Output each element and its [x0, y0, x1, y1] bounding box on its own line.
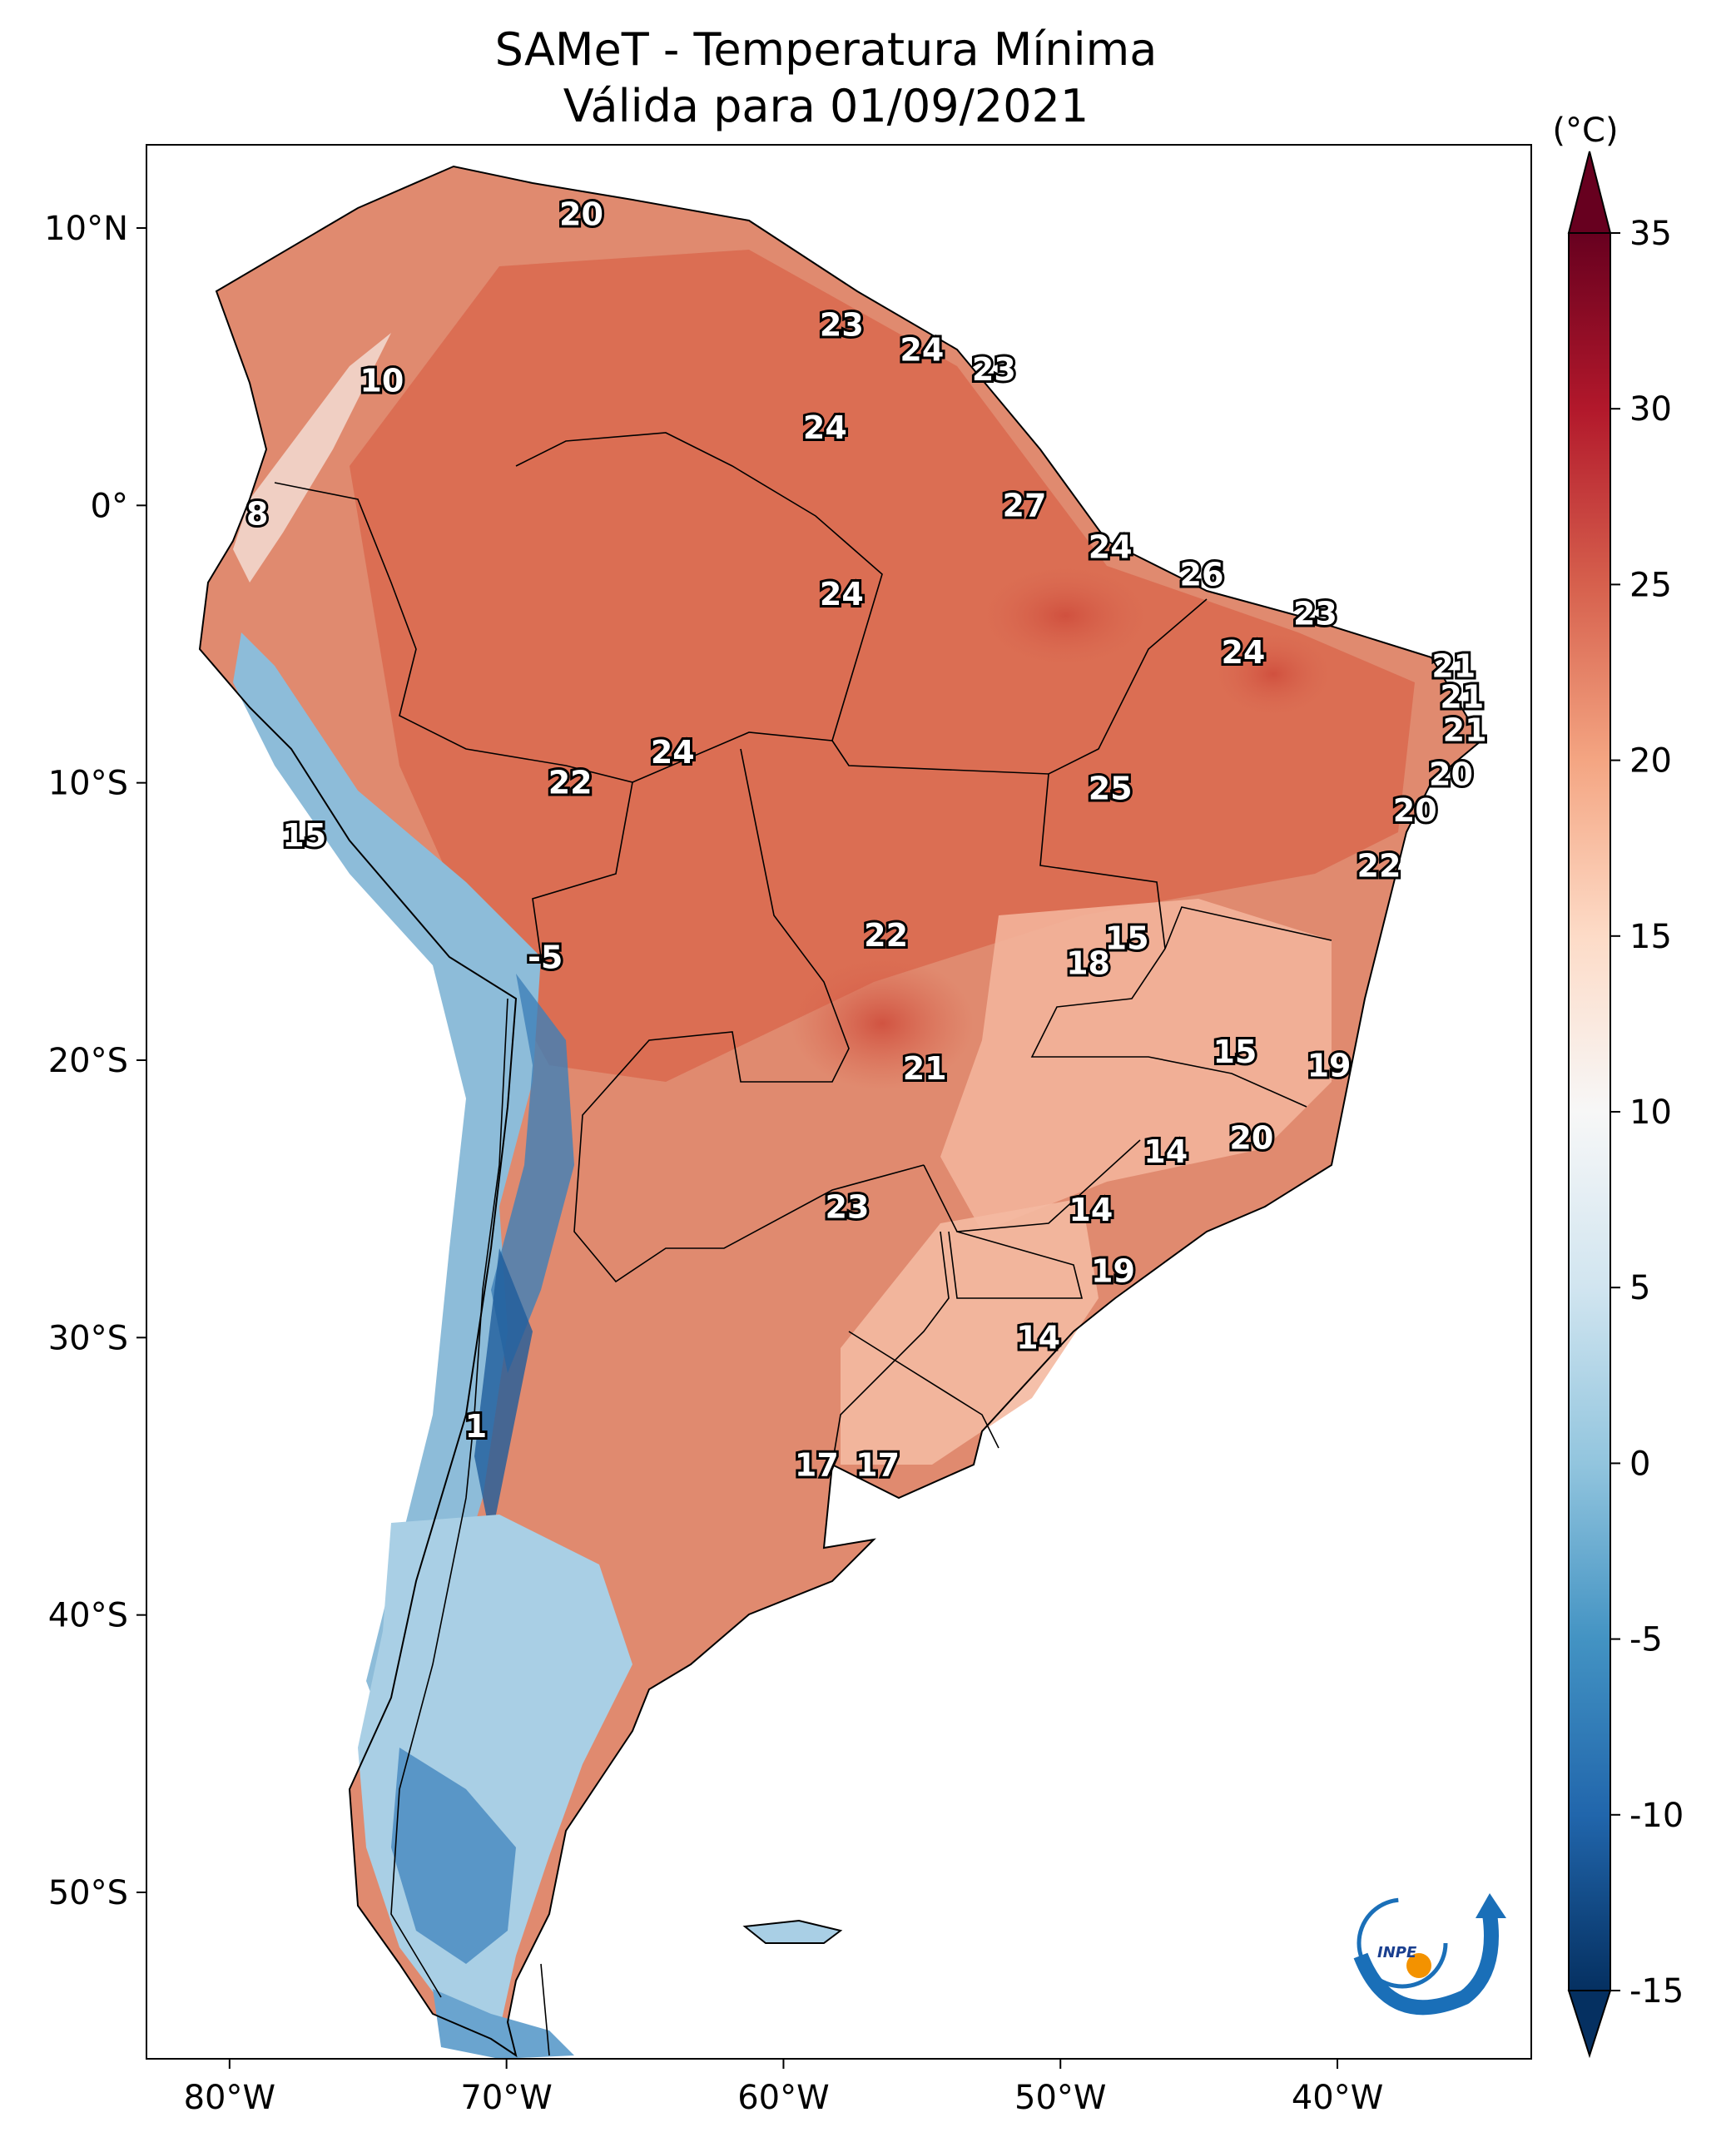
lon-tick-label: 80°W: [184, 2079, 275, 2117]
temperature-label: 15: [282, 817, 326, 854]
latitude-ticks: 10°N 0° 10°S 20°S 30°S 40°S 50°S: [44, 210, 146, 1912]
colorbar-ramp: [1568, 232, 1611, 1991]
temperature-label: 21: [1440, 678, 1484, 715]
temperature-label: 14: [1016, 1319, 1060, 1356]
map-title-line2: Válida para 01/09/2021: [563, 80, 1089, 132]
temperature-label: 22: [864, 917, 908, 954]
temperature-label: 25: [1089, 770, 1133, 806]
temperature-label: 17: [795, 1447, 839, 1484]
lon-tick-label: 70°W: [460, 2079, 552, 2117]
temperature-label: 22: [548, 765, 593, 801]
lat-tick-label: 10°N: [44, 210, 128, 248]
country-borders: [274, 432, 1332, 2056]
lon-tick-label: 40°W: [1292, 2079, 1383, 2117]
temperature-label: 19: [1091, 1252, 1135, 1289]
temperature-label: 27: [1003, 487, 1047, 523]
temperature-label: 1: [465, 1408, 487, 1445]
temperature-label: 22: [1357, 848, 1401, 885]
temperature-label: 15: [1213, 1034, 1257, 1070]
lon-tick-label: 50°W: [1014, 2079, 1106, 2117]
temperature-label: 20: [1229, 1119, 1273, 1156]
temperature-label: 10: [360, 362, 404, 399]
colorbar-tick-label: -10: [1629, 1797, 1684, 1835]
colorbar-tick-label: 30: [1629, 390, 1672, 429]
colorbar-tick-label: 35: [1629, 215, 1672, 253]
temperature-label: 19: [1307, 1048, 1352, 1084]
temperature-label: 23: [826, 1189, 870, 1226]
temperature-label: 15: [1105, 920, 1149, 956]
lat-tick-label: 40°S: [48, 1597, 128, 1635]
temperature-field: [146, 145, 1531, 2059]
temperature-label: 24: [1089, 528, 1133, 565]
temperature-label: 24: [820, 576, 864, 612]
temperature-label: 24: [900, 332, 944, 369]
colorbar-tick-label: 10: [1629, 1093, 1672, 1132]
colorbar-tick-label: 0: [1629, 1445, 1650, 1483]
temperature-label: 8: [246, 495, 268, 532]
temperature-label: 26: [1180, 557, 1224, 593]
colorbar-tick-label: -15: [1629, 1972, 1684, 2011]
temperature-label: 24: [803, 409, 847, 446]
lat-tick-label: 10°S: [48, 765, 128, 803]
lat-tick-label: 20°S: [48, 1042, 128, 1080]
temperature-label: 21: [903, 1050, 947, 1087]
lat-tick-label: 30°S: [48, 1319, 128, 1357]
colorbar-tick-label: 25: [1629, 566, 1672, 604]
colorbar-tick-label: 20: [1629, 742, 1672, 781]
longitude-ticks: 80°W 70°W 60°W 50°W 40°W: [184, 2059, 1383, 2117]
colorbar-tick-label: -5: [1629, 1621, 1663, 1659]
colorbar-unit: (°C): [1552, 112, 1618, 150]
lon-tick-label: 60°W: [737, 2079, 829, 2117]
temperature-label: 23: [972, 351, 1016, 388]
map-frame: [146, 144, 1532, 2060]
temperature-label: 20: [1393, 792, 1437, 829]
temperature-label: 14: [1069, 1192, 1113, 1228]
colorbar-tick-label: 5: [1629, 1269, 1650, 1307]
temperature-label: 20: [559, 196, 603, 232]
map-title-line1: SAMeT - Temperatura Mínima: [494, 23, 1158, 76]
temperature-label: 24: [651, 734, 695, 771]
inpe-logo-text: INPE: [1377, 1944, 1417, 1961]
temperature-label: 18: [1066, 945, 1110, 981]
colorbar-tick-label: 15: [1629, 918, 1672, 956]
temperature-label: 21: [1443, 712, 1487, 748]
colorbar: (°C) 35 30 25 20 15 10 5 0 -5 -10 -15: [1552, 112, 1684, 2059]
temperature-label: 21: [1431, 648, 1476, 685]
colorbar-ticks: 35 30 25 20 15 10 5 0 -5 -10 -15: [1610, 215, 1684, 2011]
temperature-label: 17: [856, 1447, 900, 1484]
lat-tick-label: 0°: [91, 487, 128, 525]
temperature-label: 14: [1143, 1133, 1188, 1170]
lat-tick-label: 50°S: [48, 1874, 128, 1912]
temperature-label: 23: [1293, 595, 1337, 632]
temperature-label: 20: [1429, 756, 1473, 793]
temperature-label: 24: [1221, 634, 1265, 671]
temperature-label: 23: [820, 307, 864, 344]
inpe-logo: INPE: [1353, 1893, 1506, 2016]
temperature-label: -5: [528, 940, 563, 976]
